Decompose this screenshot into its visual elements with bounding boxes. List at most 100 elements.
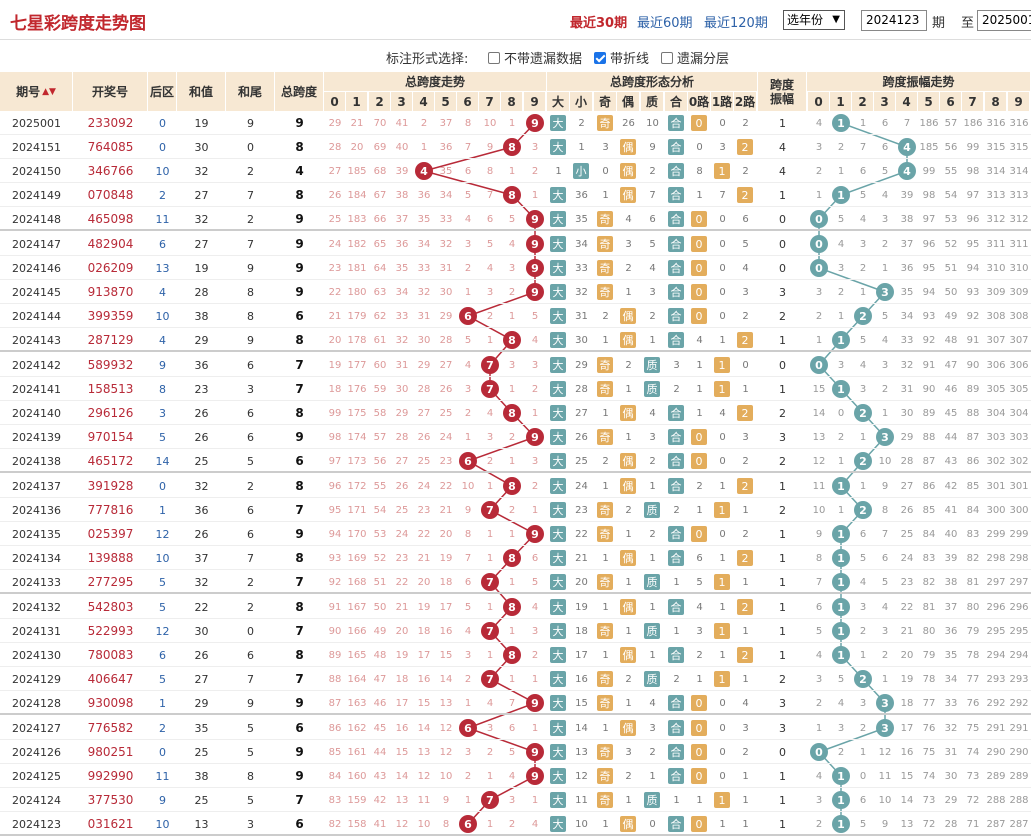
miss-value: 171 xyxy=(347,504,367,516)
span-ball: 7 xyxy=(481,622,499,640)
form-miss: 1 xyxy=(696,189,703,201)
checkbox-checked-icon[interactable] xyxy=(594,52,606,64)
form-miss: 3 xyxy=(742,286,749,298)
back-cell: 8 xyxy=(159,382,166,396)
amplitude-miss: 5 xyxy=(859,334,867,346)
amplitude-miss: 3 xyxy=(837,359,845,371)
miss-value: 5 xyxy=(464,334,472,346)
amplitude-miss: 86 xyxy=(922,480,936,492)
span-digit-header: 7 xyxy=(479,92,501,111)
amplitude-miss: 15 xyxy=(900,770,914,782)
miss-value: 69 xyxy=(373,141,387,153)
form-miss: 3 xyxy=(696,625,703,637)
amplitude-ball: 1 xyxy=(832,767,850,785)
miss-value: 2 xyxy=(531,480,539,492)
amplitude-miss: 74 xyxy=(966,746,980,758)
form-tag: 奇 xyxy=(597,357,613,373)
form-tag: 0 xyxy=(691,695,707,711)
form-miss: 1 xyxy=(649,770,656,782)
winning-number: 465098 xyxy=(87,212,134,226)
option-polyline[interactable]: 带折线 xyxy=(594,48,649,67)
sum-cell: 32 xyxy=(194,575,209,589)
recent-30-link[interactable]: 最近30期 xyxy=(570,16,628,31)
amplitude-cell: 1 xyxy=(779,188,786,202)
amplitude-miss: 2 xyxy=(881,383,889,395)
tail-cell: 5 xyxy=(247,454,254,468)
winning-number: 542803 xyxy=(87,600,134,614)
form-tag: 1 xyxy=(714,623,730,639)
amplitude-miss: 306 xyxy=(1009,359,1029,371)
winning-number: 522993 xyxy=(87,624,134,638)
form-tag: 大 xyxy=(550,453,566,469)
form-miss: 5 xyxy=(649,238,656,250)
amplitude-miss: 36 xyxy=(944,625,958,637)
back-cell: 14 xyxy=(155,454,170,468)
miss-value: 3 xyxy=(531,141,539,153)
checkbox-icon[interactable] xyxy=(661,52,673,64)
amplitude-miss: 1 xyxy=(837,504,845,516)
amplitude-ball: 1 xyxy=(832,186,850,204)
amplitude-miss: 44 xyxy=(944,431,958,443)
period-header[interactable]: 期号 ▲▼ xyxy=(0,72,73,111)
amplitude-miss: 10 xyxy=(878,794,892,806)
period-cell: 2024145 xyxy=(12,285,61,299)
amplitude-miss: 315 xyxy=(986,141,1006,153)
amplitude-miss: 5 xyxy=(881,310,889,322)
amplitude-miss: 99 xyxy=(966,141,980,153)
miss-value: 1 xyxy=(486,480,494,492)
miss-value: 6 xyxy=(508,722,516,734)
recent-120-link[interactable]: 最近120期 xyxy=(704,16,768,31)
back-header: 后区 xyxy=(148,72,177,111)
miss-value: 2 xyxy=(464,262,472,274)
option-no-miss[interactable]: 不带遗漏数据 xyxy=(488,48,582,67)
form-tag: 1 xyxy=(714,357,730,373)
form-col-header: 合 xyxy=(665,92,688,111)
amplitude-miss: 75 xyxy=(922,746,936,758)
year-select[interactable]: 选年份 ▼ xyxy=(783,10,845,30)
amplitude-miss: 6 xyxy=(859,165,867,177)
start-period-input[interactable]: 2024123 xyxy=(861,10,927,31)
miss-value: 20 xyxy=(350,141,364,153)
amplitude-cell: 1 xyxy=(779,817,786,831)
form-miss: 1 xyxy=(719,334,726,346)
page-title: 七星彩跨度走势图 xyxy=(10,14,146,34)
form-miss: 1 xyxy=(602,722,609,734)
amplitude-miss: 31 xyxy=(900,383,914,395)
amplitude-miss: 308 xyxy=(1009,310,1029,322)
miss-value: 184 xyxy=(347,189,367,201)
miss-value: 1 xyxy=(508,528,516,540)
back-cell: 10 xyxy=(155,309,170,323)
amplitude-miss: 42 xyxy=(944,480,958,492)
form-miss: 14 xyxy=(575,722,588,734)
amplitude-miss: 300 xyxy=(1009,504,1029,516)
form-miss: 1 xyxy=(602,334,609,346)
form-tag: 奇 xyxy=(597,429,613,445)
span-digit-header: 5 xyxy=(435,92,457,111)
back-cell: 9 xyxy=(159,793,166,807)
span-ball: 4 xyxy=(415,162,433,180)
checkbox-icon[interactable] xyxy=(488,52,500,64)
miss-value: 26 xyxy=(395,480,409,492)
form-tag: 质 xyxy=(644,502,660,518)
amplitude-miss: 29 xyxy=(944,794,958,806)
amplitude-miss: 38 xyxy=(944,576,958,588)
option-layer[interactable]: 遗漏分层 xyxy=(661,48,729,67)
form-miss: 4 xyxy=(649,262,656,274)
back-cell: 13 xyxy=(155,261,170,275)
miss-value: 29 xyxy=(417,359,431,371)
amplitude-digit-header: 9 xyxy=(1008,92,1030,111)
recent-60-link[interactable]: 最近60期 xyxy=(637,16,693,31)
amplitude-ball: 2 xyxy=(854,452,872,470)
winning-number: 930098 xyxy=(87,696,134,710)
form-tag: 合 xyxy=(668,453,684,469)
miss-value: 8 xyxy=(464,117,472,129)
tail-cell: 5 xyxy=(247,721,254,735)
miss-value: 12 xyxy=(417,770,431,782)
span-cell: 6 xyxy=(295,454,304,468)
winning-number: 346766 xyxy=(87,164,134,178)
miss-value: 22 xyxy=(328,286,342,298)
form-miss: 2 xyxy=(649,455,656,467)
end-period-input[interactable]: 2025001 xyxy=(977,10,1031,31)
amplitude-miss: 55 xyxy=(944,165,958,177)
amplitude-miss: 1 xyxy=(815,722,823,734)
